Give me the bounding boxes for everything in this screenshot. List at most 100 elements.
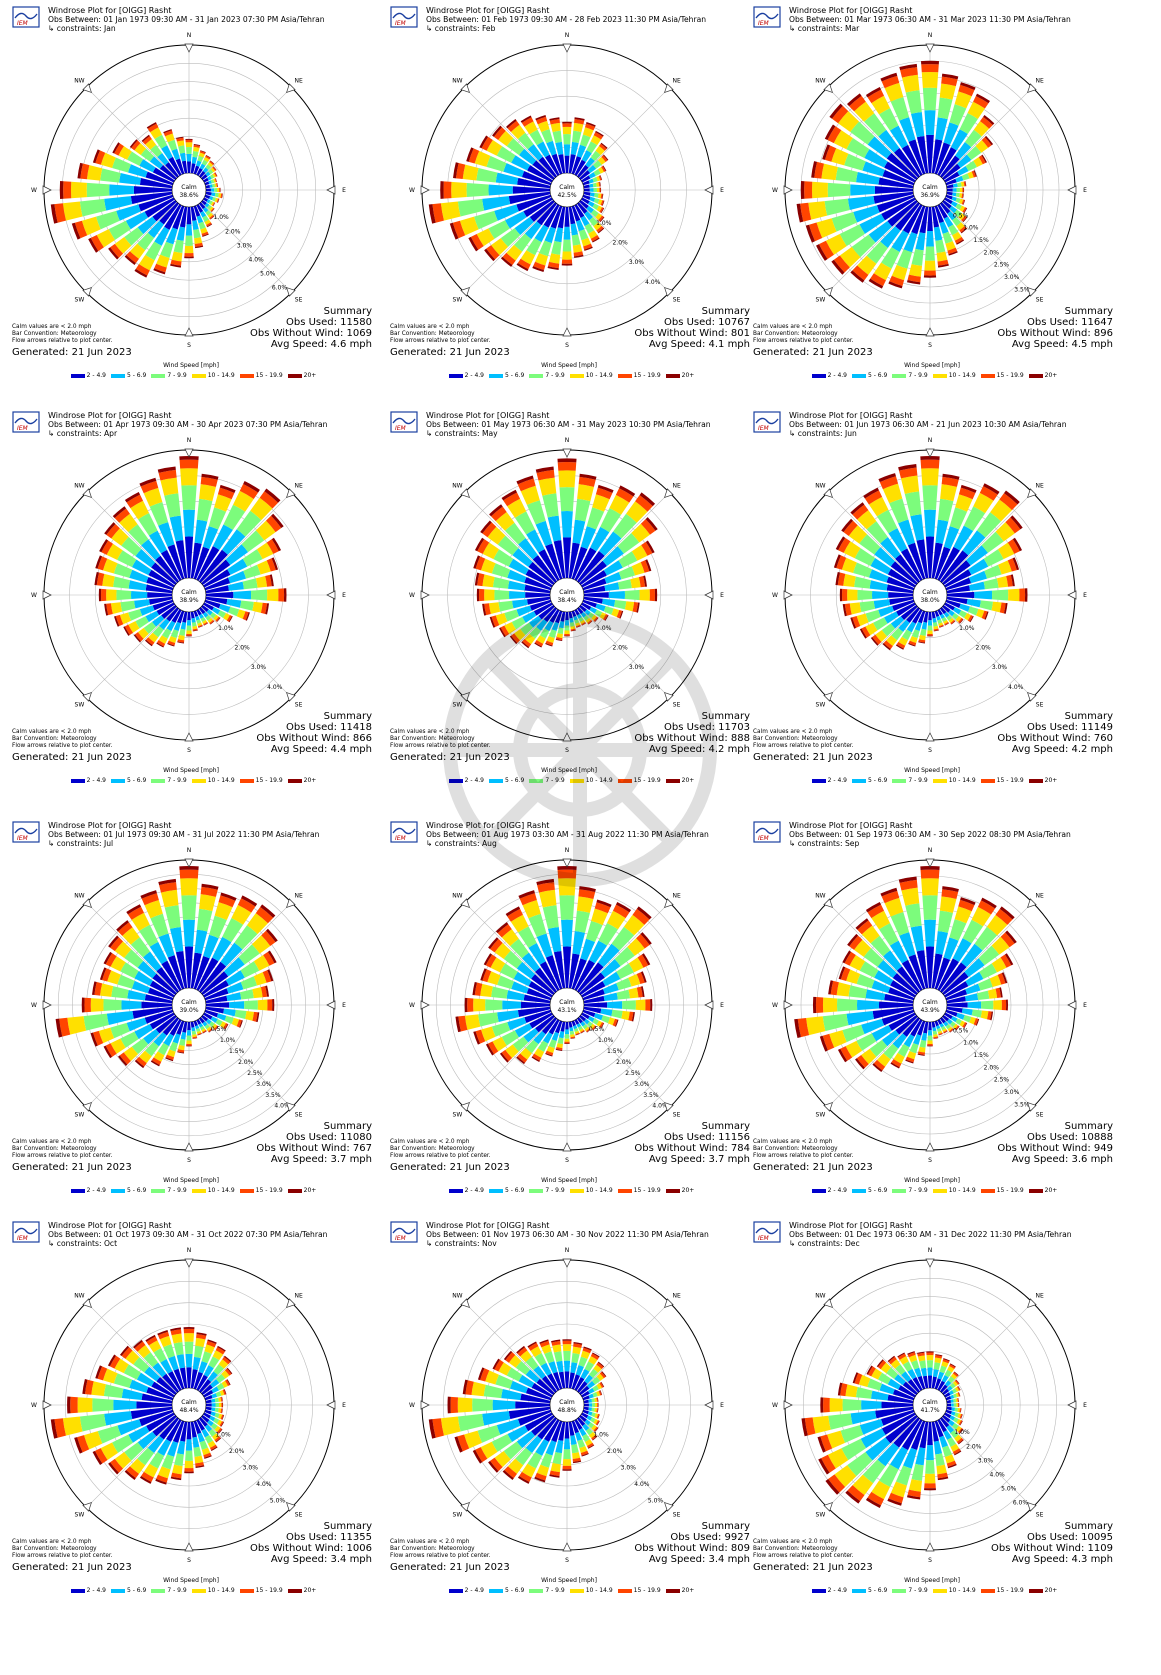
wind-bar-segment [917, 1352, 925, 1357]
wind-bar-segment [119, 513, 138, 533]
wind-bar-segment [963, 207, 968, 214]
wind-bar-segment [927, 1367, 933, 1376]
wind-bar-segment [594, 902, 611, 914]
wind-bar-segment [959, 187, 963, 193]
wind-bar-segment [580, 1021, 586, 1027]
wind-bar-segment [226, 1379, 231, 1386]
obs-without-wind: Obs Without Wind: 801 [634, 328, 750, 339]
wind-bar-segment [543, 607, 558, 623]
legend-swatch [811, 1588, 826, 1593]
wind-bar-segment [482, 522, 497, 538]
wind-bar-segment [902, 1381, 918, 1396]
wind-bar-segment [233, 590, 252, 600]
wind-bar-segment [563, 1438, 571, 1450]
direction-label: N [928, 1247, 933, 1254]
wind-bar-segment [532, 160, 555, 181]
wind-bar-segment [937, 263, 949, 268]
wind-bar-segment [952, 1388, 957, 1394]
wind-bar-segment [553, 950, 566, 989]
wind-bar-segment [475, 556, 486, 571]
flow-arrow-icon [823, 692, 833, 702]
calm-circle [171, 577, 207, 613]
wind-bar-segment [927, 1040, 933, 1044]
wind-bar-segment [137, 232, 155, 251]
wind-bar-segment [941, 889, 959, 900]
wind-bar-segment [559, 895, 575, 920]
wind-bar-segment [483, 953, 493, 966]
calm-note-line: Calm values are < 2.0 mph [12, 729, 92, 735]
plot-title: Windrose Plot for [OIGG] Rasht [426, 1221, 550, 1230]
wind-bar-segment [252, 1011, 258, 1022]
wind-bar-segment [570, 629, 576, 632]
wind-bar-segment [936, 1464, 947, 1475]
grid-spoke [86, 606, 178, 698]
wind-bar-segment [157, 153, 169, 166]
wind-bar-segment [600, 959, 621, 978]
wind-bar-segment [516, 1431, 536, 1449]
grid-spoke [464, 492, 556, 584]
wind-bar-segment [845, 1040, 863, 1058]
wind-bar-segment [905, 1056, 915, 1063]
wind-bar-segment [79, 1413, 107, 1432]
wind-bar-segment [133, 634, 142, 643]
wind-bar-segment [212, 173, 217, 178]
wind-bar-segment [140, 890, 157, 899]
wind-bar-segment [907, 279, 921, 285]
wind-bar-segment [491, 986, 509, 999]
ring-label: 1.5% [973, 1052, 989, 1059]
legend-label: 5 - 6.9 [868, 372, 888, 379]
wind-bar-segment [551, 1339, 561, 1343]
wind-bar-segment [100, 588, 107, 602]
wind-bar-segment [886, 584, 914, 594]
wind-bar-segment [575, 1365, 584, 1376]
wind-bar-segment [873, 191, 914, 204]
direction-label: W [772, 1402, 778, 1409]
wind-bar-segment [563, 1350, 571, 1361]
wind-bar-segment [482, 574, 495, 588]
wind-bar-segment [856, 613, 869, 627]
direction-label: NE [294, 892, 302, 899]
wind-bar-segment [521, 1463, 536, 1478]
wind-bar-segment [984, 135, 994, 146]
legend-title: Wind Speed [mph] [904, 767, 960, 774]
wind-bar-segment [974, 590, 993, 600]
wind-bar-segment [966, 545, 988, 566]
wind-bar-segment [895, 1014, 918, 1035]
wind-bar-segment [528, 1342, 539, 1351]
wind-bar-segment [95, 1448, 108, 1464]
wind-bar-segment [144, 900, 163, 919]
wind-bar-segment [600, 207, 605, 214]
flow-arrow-icon [42, 1000, 52, 1010]
wind-bar-segment [849, 95, 866, 112]
wind-bar-segment [570, 141, 579, 155]
wind-bar-segment [962, 1022, 967, 1028]
wind-bar-segment [907, 274, 921, 283]
wind-bar-segment [255, 520, 276, 541]
wind-bar-segment [97, 556, 108, 571]
iem-logo-icon: IEM [390, 411, 418, 433]
wind-bar-segment [958, 899, 975, 912]
wind-bar-segment [146, 1412, 175, 1432]
wind-bar-segment [77, 1435, 90, 1453]
direction-label: W [409, 1402, 415, 1409]
wind-bar-segment [967, 1001, 982, 1009]
wind-bar-segment [210, 1016, 218, 1023]
legend-swatch [111, 1588, 125, 1593]
wind-bar-segment [941, 617, 947, 622]
flow-arrow-icon [783, 1400, 793, 1410]
wind-bar-segment [202, 526, 219, 550]
wind-bar-segment [486, 155, 507, 172]
wind-bar-segment [924, 509, 936, 537]
wind-bar-segment [542, 493, 559, 518]
wind-bar-segment [852, 504, 869, 520]
wind-bar-segment [889, 1446, 908, 1470]
summary-box: Summary Obs Used: 10767 Obs Without Wind: … [634, 306, 750, 350]
wind-bar-segment [502, 252, 516, 266]
wind-bar-segment [850, 270, 865, 283]
wind-bar-segment [922, 1375, 929, 1389]
wind-bar-segment [205, 995, 228, 1004]
wind-bar-segment [944, 622, 950, 626]
wind-bar-segment [97, 1425, 122, 1444]
wind-bar-segment [196, 957, 219, 991]
